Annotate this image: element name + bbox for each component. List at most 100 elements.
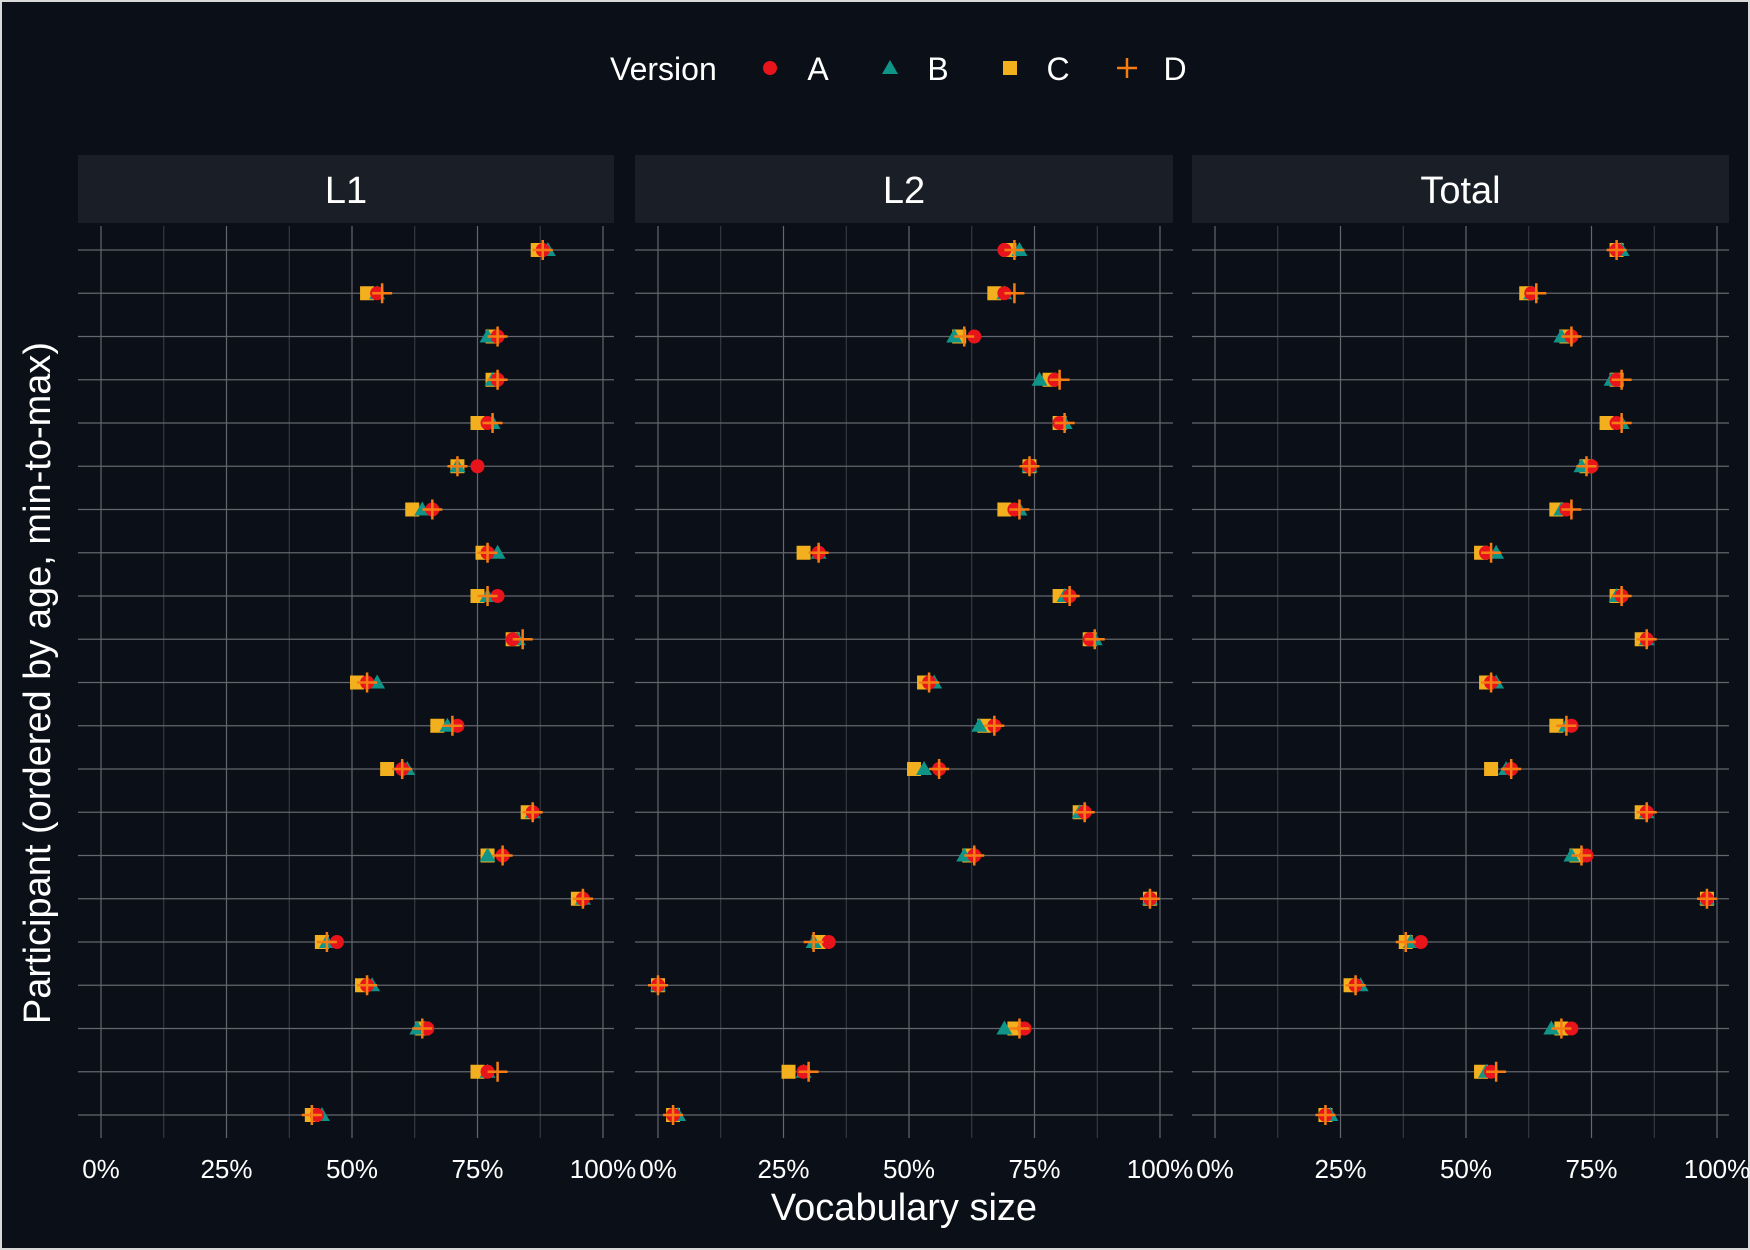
point-d [1551, 1018, 1572, 1039]
point-d [422, 499, 443, 520]
legend-key-a [763, 61, 777, 75]
x-tick-label: 25% [1314, 1154, 1366, 1184]
point-b [996, 1020, 1013, 1035]
point-d [1611, 413, 1632, 433]
legend-key-d [1117, 58, 1137, 78]
x-tick-label: 0% [1196, 1154, 1234, 1184]
point-d [522, 802, 543, 823]
point-d [372, 283, 393, 304]
point-d [482, 413, 503, 433]
point-d [803, 932, 824, 952]
point-d [447, 456, 468, 477]
x-tick-label: 75% [451, 1154, 503, 1184]
facet-strip [1192, 155, 1729, 223]
facet-strip-label: Total [1420, 170, 1500, 212]
x-tick-label: 100% [1684, 1154, 1750, 1184]
point-d [1315, 1105, 1336, 1125]
facet-strip-label: L1 [325, 170, 367, 212]
legend-key-c [1003, 61, 1017, 75]
point-c [997, 502, 1012, 517]
x-tick-label: 0% [82, 1154, 120, 1184]
point-b [479, 847, 496, 862]
facet-panels: L1 0% 25% 50% 75% 100% L2 0% 25% 50% 75% 100% Total 0… [78, 155, 1750, 1184]
point-d [477, 586, 498, 606]
point-c [470, 416, 485, 430]
point-d [1345, 975, 1366, 996]
point-d [954, 326, 975, 347]
point-d [492, 845, 513, 866]
point-a [1413, 935, 1428, 949]
point-d [663, 1105, 684, 1125]
point-a [997, 243, 1012, 257]
point-d [487, 1061, 508, 1082]
point-d [1481, 542, 1502, 563]
point-d [1561, 326, 1582, 347]
point-d [808, 542, 829, 563]
point-d [1139, 888, 1160, 909]
point-d [919, 672, 940, 693]
point-d [798, 1061, 819, 1082]
point-d [1009, 1018, 1030, 1039]
point-d [1486, 1061, 1507, 1082]
point-d [1611, 369, 1632, 390]
point-d [1019, 456, 1040, 477]
point-d [1059, 586, 1080, 606]
x-tick-label: 100% [1127, 1154, 1194, 1184]
point-d [512, 629, 533, 650]
facet-strip [78, 155, 614, 223]
legend-label-a: A [807, 51, 829, 87]
point-d [392, 759, 413, 779]
point-d [1004, 240, 1025, 260]
facet-panel-l2: L2 0% 25% 50% 75% 100% [635, 155, 1193, 1184]
x-tick-label: 50% [326, 1154, 378, 1184]
point-d [964, 845, 985, 866]
x-tick-label: 0% [639, 1154, 677, 1184]
point-d [1611, 586, 1632, 606]
point-d [1556, 715, 1577, 736]
legend-label-b: B [927, 51, 948, 87]
point-d [1571, 845, 1592, 866]
x-axis-label: Vocabulary size [771, 1187, 1037, 1229]
point-d [1636, 802, 1657, 823]
point-a [997, 286, 1012, 301]
legend-label-d: D [1163, 51, 1186, 87]
point-b [1563, 847, 1580, 862]
legend-label-c: C [1046, 51, 1069, 87]
x-tick-label: 100% [570, 1154, 637, 1184]
point-d [316, 932, 337, 952]
point-c [796, 545, 811, 560]
point-d [1049, 369, 1070, 390]
point-d [984, 715, 1005, 736]
point-d [301, 1105, 322, 1125]
point-a [480, 1064, 495, 1079]
x-tick-label: 25% [200, 1154, 252, 1184]
point-d [1481, 672, 1502, 693]
point-d [1561, 499, 1582, 520]
point-a [821, 935, 836, 949]
legend-title: Version [610, 51, 717, 87]
point-d [357, 975, 378, 996]
point-a [470, 459, 485, 474]
facet-panel-total: Total 0% 25% 50% 75% 100% [1192, 155, 1750, 1184]
point-b [1543, 1020, 1560, 1035]
point-d [487, 369, 508, 390]
legend: Version A B C D [610, 51, 1187, 87]
point-d [1636, 629, 1657, 650]
point-c [350, 675, 365, 690]
point-a [1564, 1021, 1579, 1036]
legend-key-b [882, 60, 898, 74]
point-d [1576, 456, 1597, 477]
point-d [477, 542, 498, 563]
point-d [357, 672, 378, 693]
point-d [442, 715, 463, 736]
point-a [967, 329, 982, 344]
facet-panel-l1: L1 0% 25% 50% 75% 100% [78, 155, 636, 1184]
point-d [648, 975, 668, 996]
y-axis-label: Participant (ordered by age, min-to-max) [17, 342, 59, 1024]
point-d [1696, 888, 1717, 909]
point-d [412, 1018, 433, 1039]
x-tick-label: 25% [757, 1154, 809, 1184]
point-d [1084, 629, 1105, 650]
